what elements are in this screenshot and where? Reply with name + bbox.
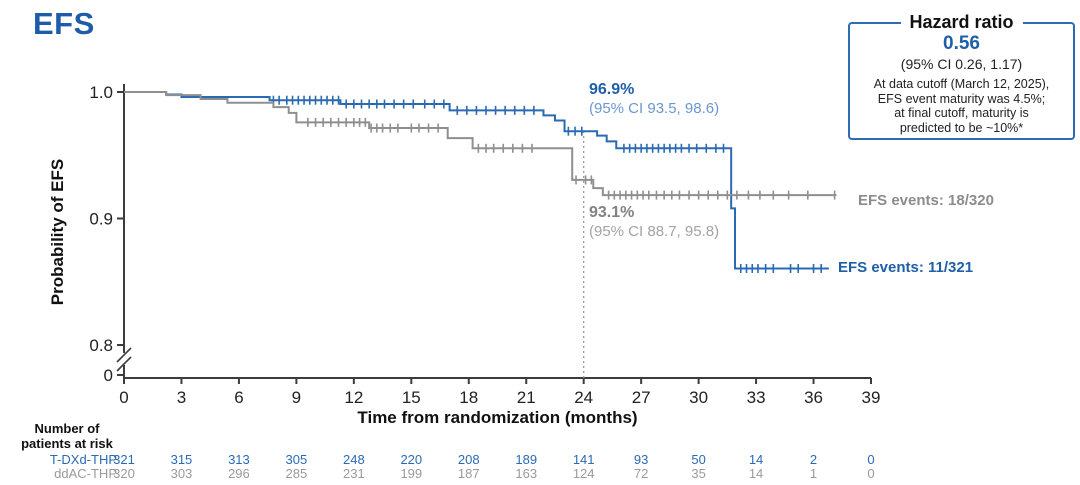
- note-line: EFS event maturity was 4.5%;: [877, 91, 1046, 106]
- hazard-ratio-value: 0.56: [943, 33, 980, 54]
- svg-text:0: 0: [119, 388, 128, 407]
- risk-table-header: Number of patients at risk: [4, 421, 130, 451]
- risk-count: 0: [867, 452, 875, 467]
- risk-count: 14: [748, 466, 764, 481]
- risk-count: 315: [170, 452, 193, 467]
- hazard-ratio-ci: (95% CI 0.26, 1.17): [900, 56, 1023, 72]
- risk-count: 35: [691, 466, 706, 481]
- svg-text:3: 3: [177, 388, 186, 407]
- risk-row-label-ddac: ddAC-THP: [54, 466, 117, 481]
- risk-count: 187: [457, 466, 480, 481]
- risk-count: 124: [572, 466, 595, 481]
- tdxd-events-label: EFS events: 11/321: [838, 259, 974, 276]
- note-line: predicted to be ~10%*: [899, 120, 1024, 135]
- risk-count: 231: [342, 466, 365, 481]
- hazard-ratio-note: At data cutoff (March 12, 2025), EFS eve…: [850, 77, 1073, 135]
- risk-count: 14: [748, 452, 764, 467]
- hazard-ratio-box-title: Hazard ratio: [900, 12, 1023, 33]
- svg-text:6: 6: [234, 388, 243, 407]
- ddac-events-label: EFS events: 18/320: [858, 192, 994, 209]
- risk-count: 220: [400, 452, 423, 467]
- note-line: at final cutoff, maturity is: [894, 106, 1029, 120]
- risk-count: 313: [228, 452, 250, 467]
- svg-text:27: 27: [632, 388, 651, 407]
- svg-text:0.9: 0.9: [89, 210, 113, 229]
- svg-text:15: 15: [402, 388, 421, 407]
- svg-text:36: 36: [804, 388, 823, 407]
- svg-text:0.8: 0.8: [89, 336, 113, 355]
- page-title: EFS: [33, 6, 95, 41]
- svg-text:9: 9: [292, 388, 301, 407]
- svg-text:18: 18: [459, 388, 478, 407]
- risk-count: 72: [633, 466, 649, 481]
- risk-count: 208: [457, 452, 480, 467]
- svg-text:33: 33: [747, 388, 766, 407]
- svg-text:0: 0: [104, 366, 113, 385]
- y-axis-title: Probability of EFS: [48, 158, 67, 306]
- risk-count: 141: [572, 452, 595, 467]
- risk-count: 321: [113, 452, 135, 467]
- hazard-ratio-box: Hazard ratio 0.56 (95% CI 0.26, 1.17) At…: [848, 12, 1075, 140]
- ddac-landmark-ci: (95% CI 88.7, 95.8): [589, 223, 720, 240]
- risk-count: 0: [867, 466, 875, 481]
- svg-text:39: 39: [862, 388, 881, 407]
- risk-table-header-line2: patients at risk: [21, 436, 113, 451]
- risk-count: 303: [170, 466, 193, 481]
- note-line: At data cutoff (March 12, 2025),: [873, 77, 1050, 91]
- risk-count: 1: [809, 466, 818, 481]
- risk-count: 93: [633, 452, 649, 467]
- risk-count: 2: [809, 452, 818, 467]
- svg-text:1.0: 1.0: [89, 83, 113, 102]
- risk-count: 199: [400, 466, 423, 481]
- risk-count: 248: [342, 452, 365, 467]
- risk-count: 163: [515, 466, 538, 481]
- risk-count: 296: [228, 466, 250, 481]
- risk-table-header-line1: Number of: [34, 421, 100, 436]
- ddac-landmark-pct: 93.1%: [589, 204, 635, 221]
- risk-count: 50: [691, 452, 706, 467]
- risk-count: 285: [285, 466, 308, 481]
- ddac-landmark-annotation: 93.1% (95% CI 88.7, 95.8): [589, 203, 719, 241]
- tdxd-landmark-ci: (95% CI 93.5, 98.6): [589, 100, 720, 117]
- risk-count: 189: [515, 452, 538, 467]
- svg-text:30: 30: [689, 388, 708, 407]
- tdxd-landmark-annotation: 96.9% (95% CI 93.5, 98.6): [589, 80, 719, 118]
- risk-row-label-tdxd: T-DXd-THP: [49, 452, 117, 467]
- svg-text:12: 12: [344, 388, 363, 407]
- tdxd-landmark-pct: 96.9%: [589, 81, 635, 98]
- svg-text:24: 24: [574, 388, 593, 407]
- x-axis-title: Time from randomization (months): [357, 408, 638, 427]
- risk-count: 320: [113, 466, 135, 481]
- risk-count: 305: [285, 452, 308, 467]
- svg-text:21: 21: [517, 388, 536, 407]
